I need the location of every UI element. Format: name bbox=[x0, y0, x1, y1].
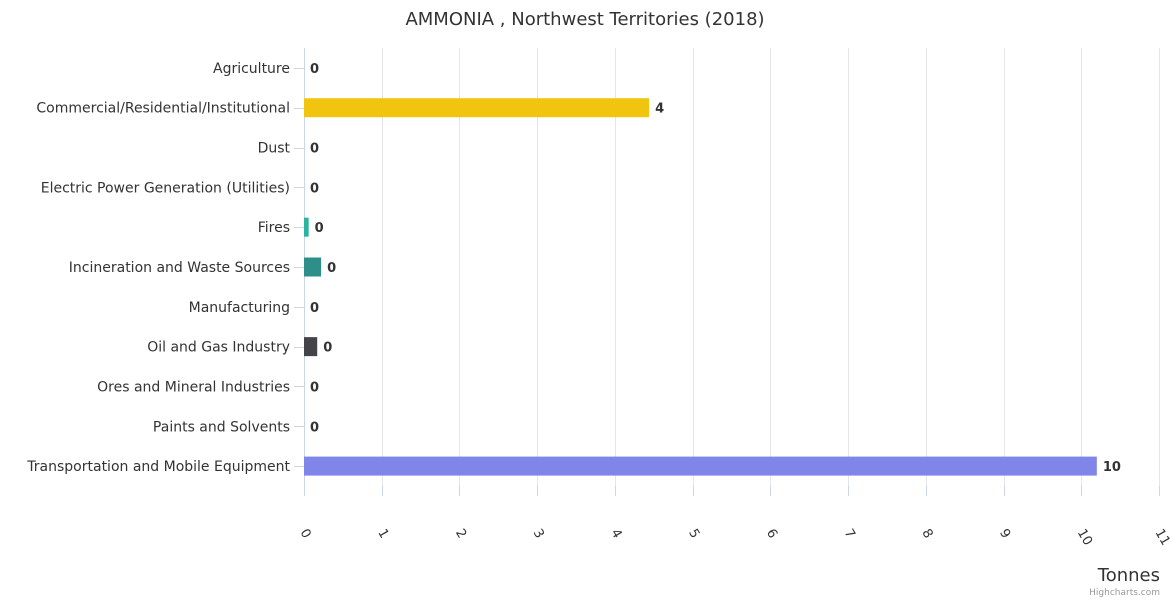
category-label: Ores and Mineral Industries bbox=[97, 379, 290, 395]
bar[interactable] bbox=[304, 337, 318, 357]
x-tick-label: 7 bbox=[841, 527, 858, 542]
bar[interactable] bbox=[304, 98, 650, 118]
data-label: 0 bbox=[310, 181, 319, 196]
data-label: 0 bbox=[310, 380, 319, 395]
data-label: 4 bbox=[655, 102, 664, 117]
bars bbox=[304, 98, 1097, 476]
chart-title: AMMONIA , Northwest Territories (2018) bbox=[405, 9, 764, 30]
data-label: 0 bbox=[327, 261, 336, 276]
x-tick-label: 2 bbox=[452, 527, 469, 542]
x-tick-label: 8 bbox=[918, 527, 935, 542]
x-tick-label: 10 bbox=[1074, 527, 1095, 549]
labels: 0 1 2 3 4 5 6 7 8 9 10 11 Agriculture 0 Commercial/Res… bbox=[26, 61, 1170, 548]
category-label: Incineration and Waste Sources bbox=[69, 260, 290, 276]
x-tick-label: 6 bbox=[763, 527, 780, 542]
x-axis-title: Tonnes bbox=[1097, 565, 1160, 586]
credits-link[interactable]: Highcharts.com bbox=[1089, 588, 1160, 598]
data-label: 0 bbox=[310, 420, 319, 435]
x-tick-label: 0 bbox=[297, 527, 314, 542]
bar[interactable] bbox=[304, 456, 1097, 476]
category-label: Transportation and Mobile Equipment bbox=[26, 459, 290, 475]
data-label: 0 bbox=[323, 341, 332, 356]
category-label: Paints and Solvents bbox=[153, 419, 290, 435]
grid-lines bbox=[304, 48, 1160, 486]
category-label: Dust bbox=[258, 141, 291, 157]
data-label: 0 bbox=[310, 142, 319, 157]
category-label: Fires bbox=[258, 220, 290, 236]
bar[interactable] bbox=[304, 217, 309, 237]
x-tick-label: 1 bbox=[374, 527, 391, 542]
category-label: Oil and Gas Industry bbox=[147, 340, 290, 356]
x-tick-label: 4 bbox=[607, 527, 624, 542]
bar[interactable] bbox=[304, 257, 322, 277]
category-label: Commercial/Residential/Institutional bbox=[36, 101, 290, 117]
category-label: Electric Power Generation (Utilities) bbox=[41, 180, 290, 196]
category-label: Agriculture bbox=[213, 61, 290, 77]
data-label: 0 bbox=[315, 221, 324, 236]
x-tick-label: 5 bbox=[685, 527, 702, 542]
data-label: 0 bbox=[310, 62, 319, 77]
data-label: 0 bbox=[310, 301, 319, 316]
x-tick-label: 9 bbox=[996, 527, 1013, 542]
data-label: 10 bbox=[1103, 460, 1121, 475]
x-tick-label: 3 bbox=[530, 527, 547, 542]
x-tick-label: 11 bbox=[1152, 527, 1170, 549]
category-label: Manufacturing bbox=[189, 300, 290, 316]
